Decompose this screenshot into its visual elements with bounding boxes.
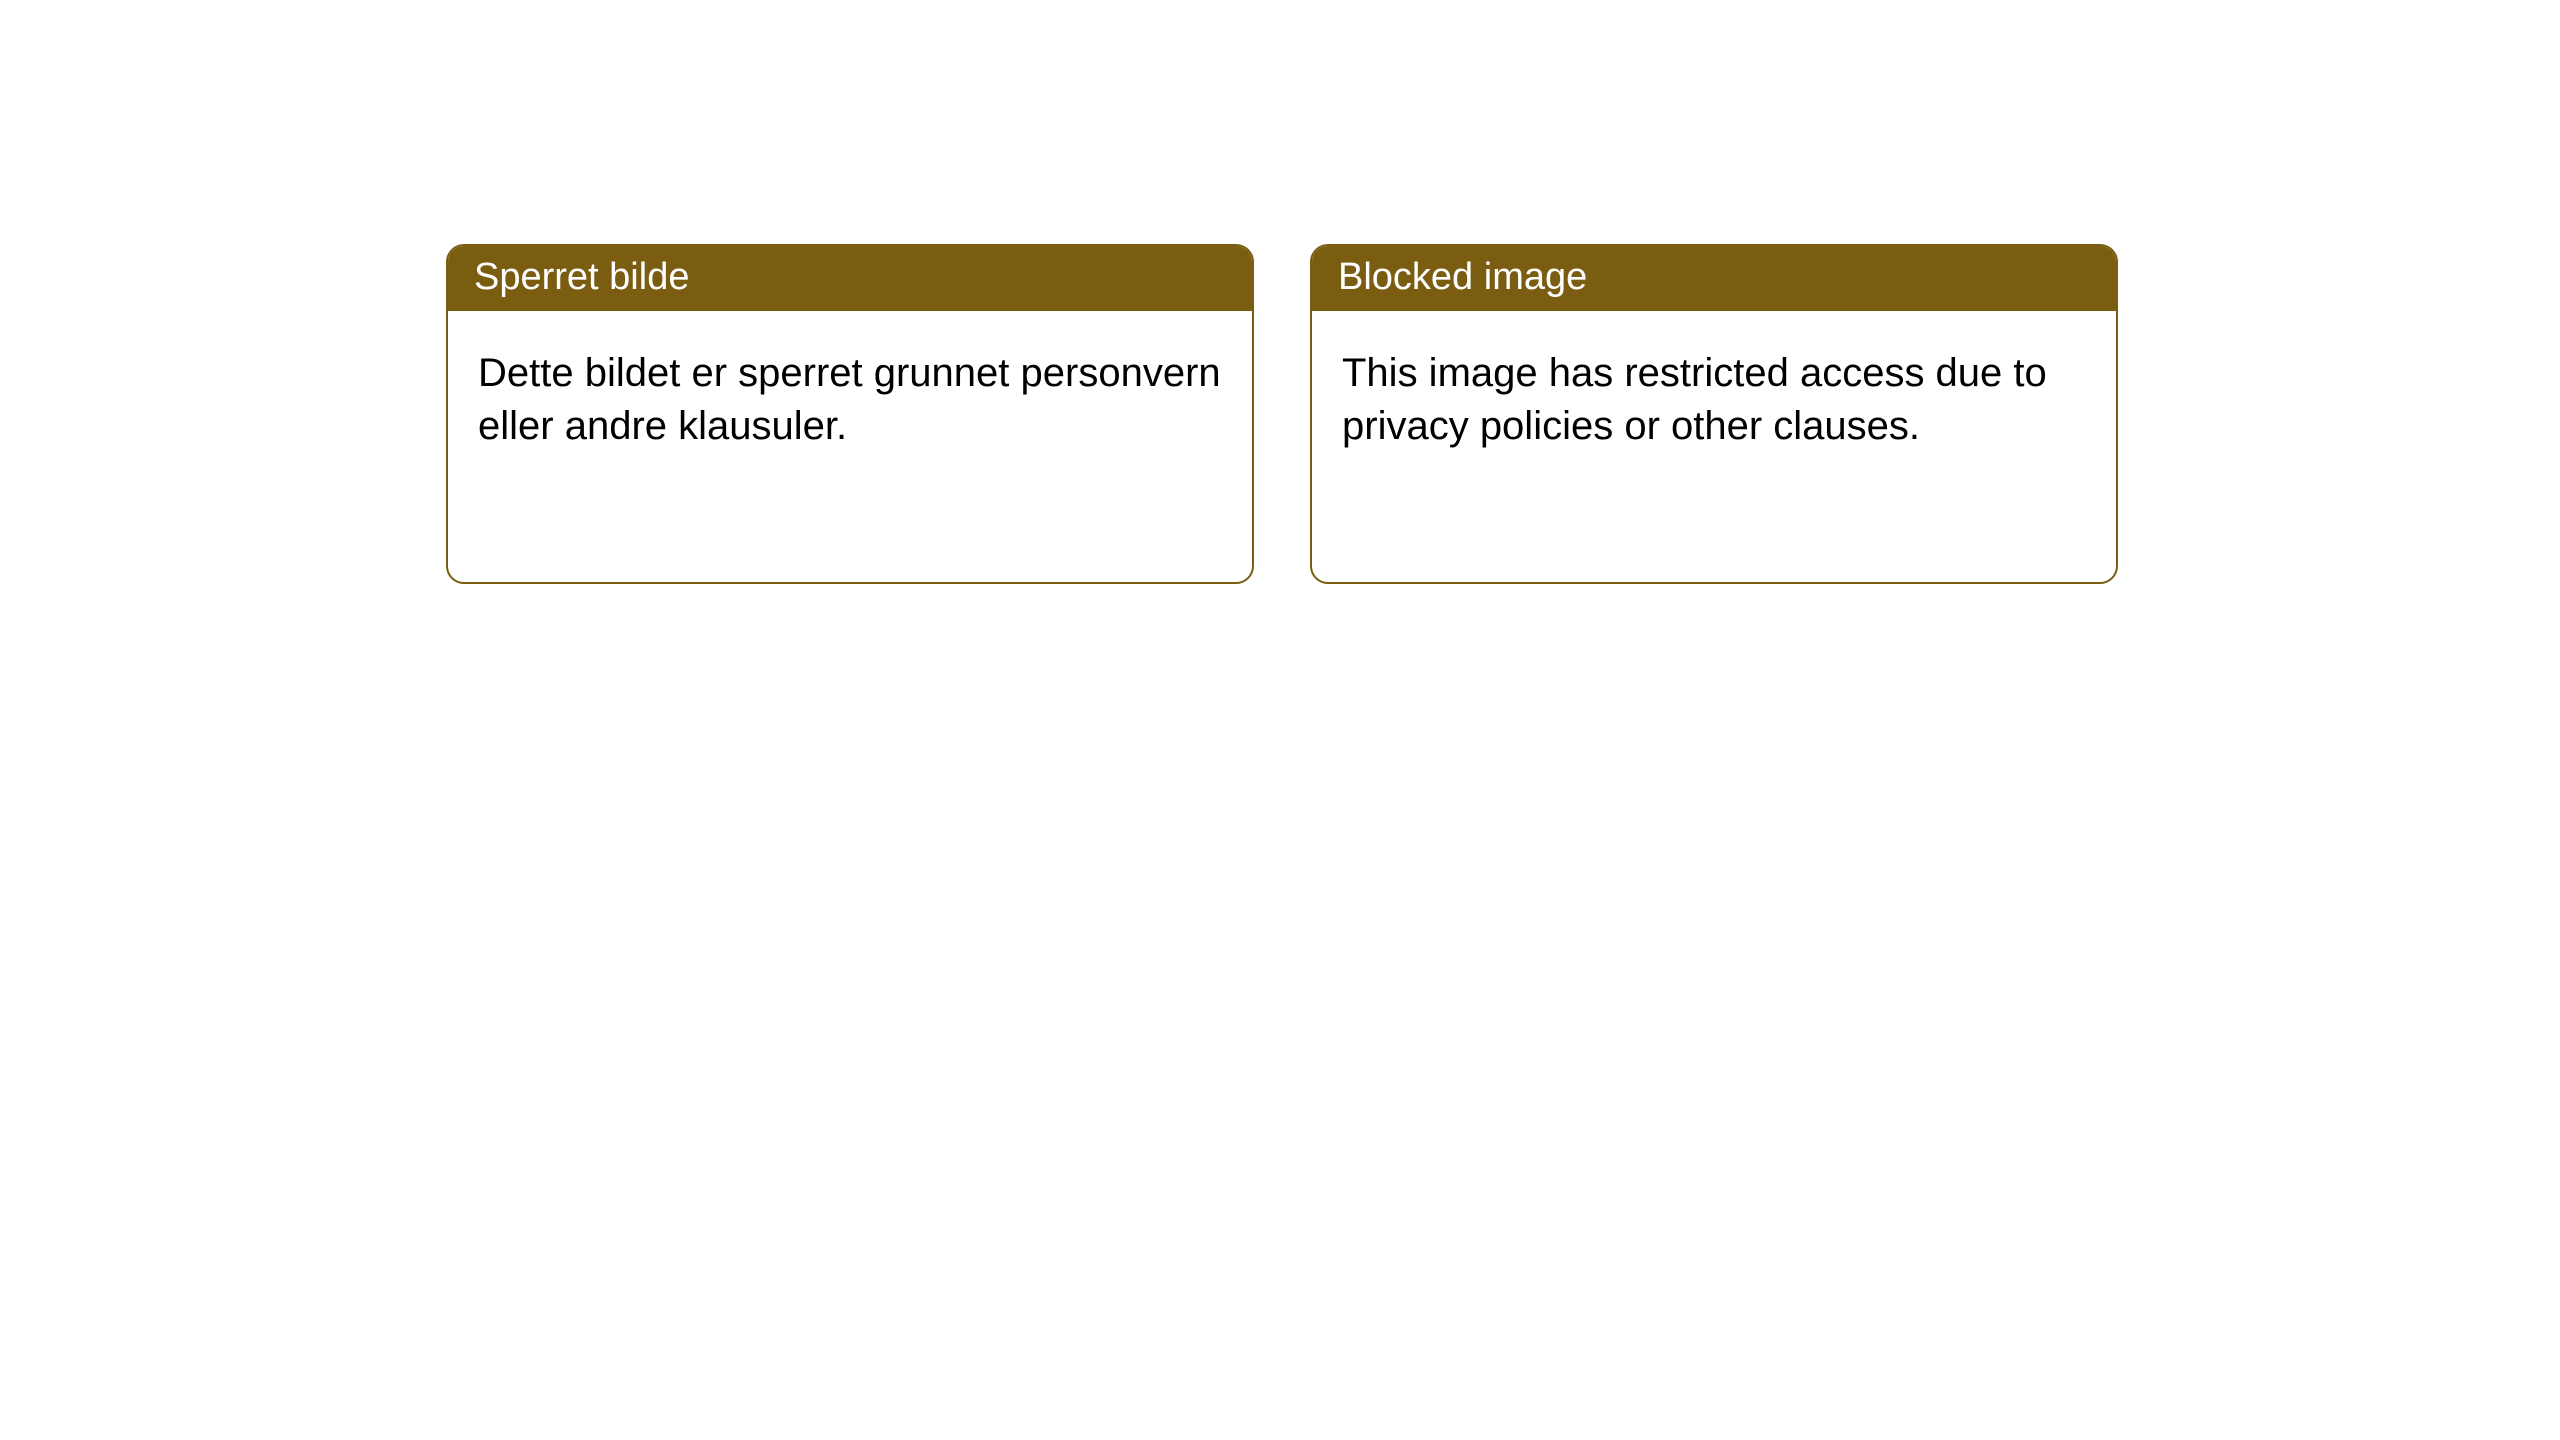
- notice-body: This image has restricted access due to …: [1312, 311, 2116, 483]
- notice-card-english: Blocked image This image has restricted …: [1310, 244, 2118, 584]
- notice-header: Sperret bilde: [448, 246, 1252, 311]
- notice-header: Blocked image: [1312, 246, 2116, 311]
- notice-body: Dette bildet er sperret grunnet personve…: [448, 311, 1252, 483]
- notice-container: Sperret bilde Dette bildet er sperret gr…: [0, 0, 2560, 584]
- notice-card-norwegian: Sperret bilde Dette bildet er sperret gr…: [446, 244, 1254, 584]
